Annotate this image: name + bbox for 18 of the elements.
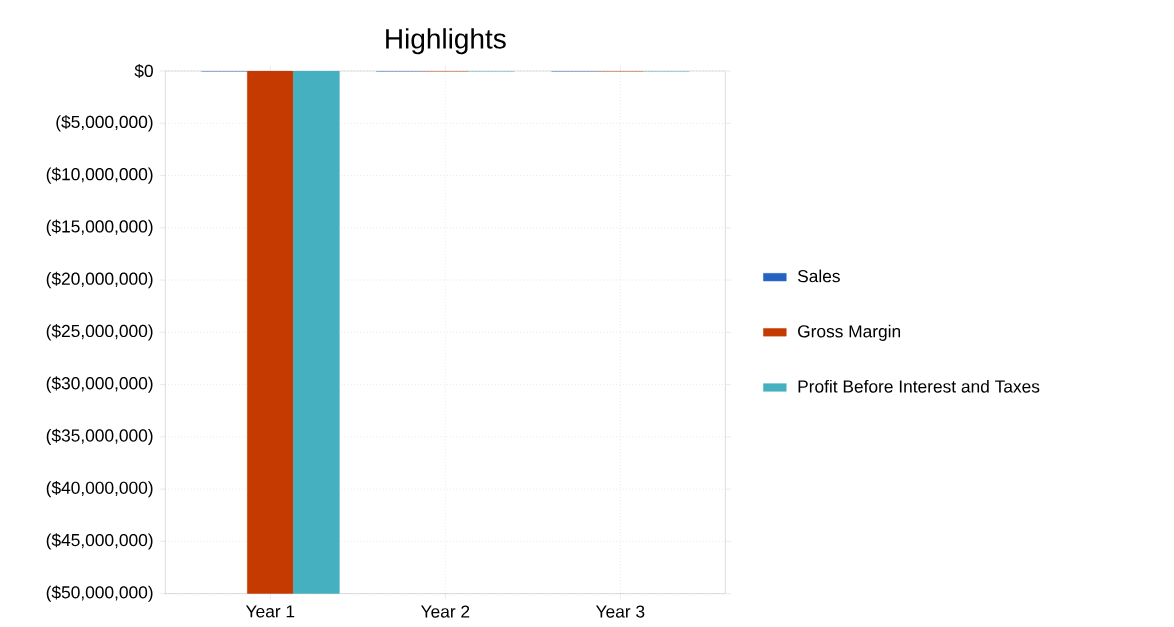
- legend-label: Sales: [797, 269, 840, 283]
- y-tick-label: ($5,000,000): [56, 115, 153, 132]
- y-tick-label: ($40,000,000): [46, 480, 153, 498]
- y-tick-label: ($45,000,000): [46, 533, 153, 550]
- x-tick-label: Year 2: [420, 605, 470, 618]
- y-tick-label: ($15,000,000): [46, 219, 153, 237]
- x-tick-label: Year 1: [245, 605, 295, 618]
- chart-title: Highlights: [386, 28, 506, 55]
- y-tick-label: $0: [134, 63, 153, 78]
- x-tick-label: Year 3: [595, 605, 645, 618]
- y-tick-label: ($20,000,000): [46, 271, 153, 289]
- y-tick-label: ($30,000,000): [46, 376, 153, 393]
- y-tick-label: ($50,000,000): [46, 585, 153, 602]
- legend-label: Profit Before Interest and Taxes: [798, 379, 1040, 393]
- legend-label: Gross Margin: [798, 324, 901, 341]
- y-tick-label: ($10,000,000): [46, 167, 153, 184]
- y-tick-label: ($35,000,000): [46, 428, 153, 446]
- y-tick-label: ($25,000,000): [46, 324, 153, 341]
